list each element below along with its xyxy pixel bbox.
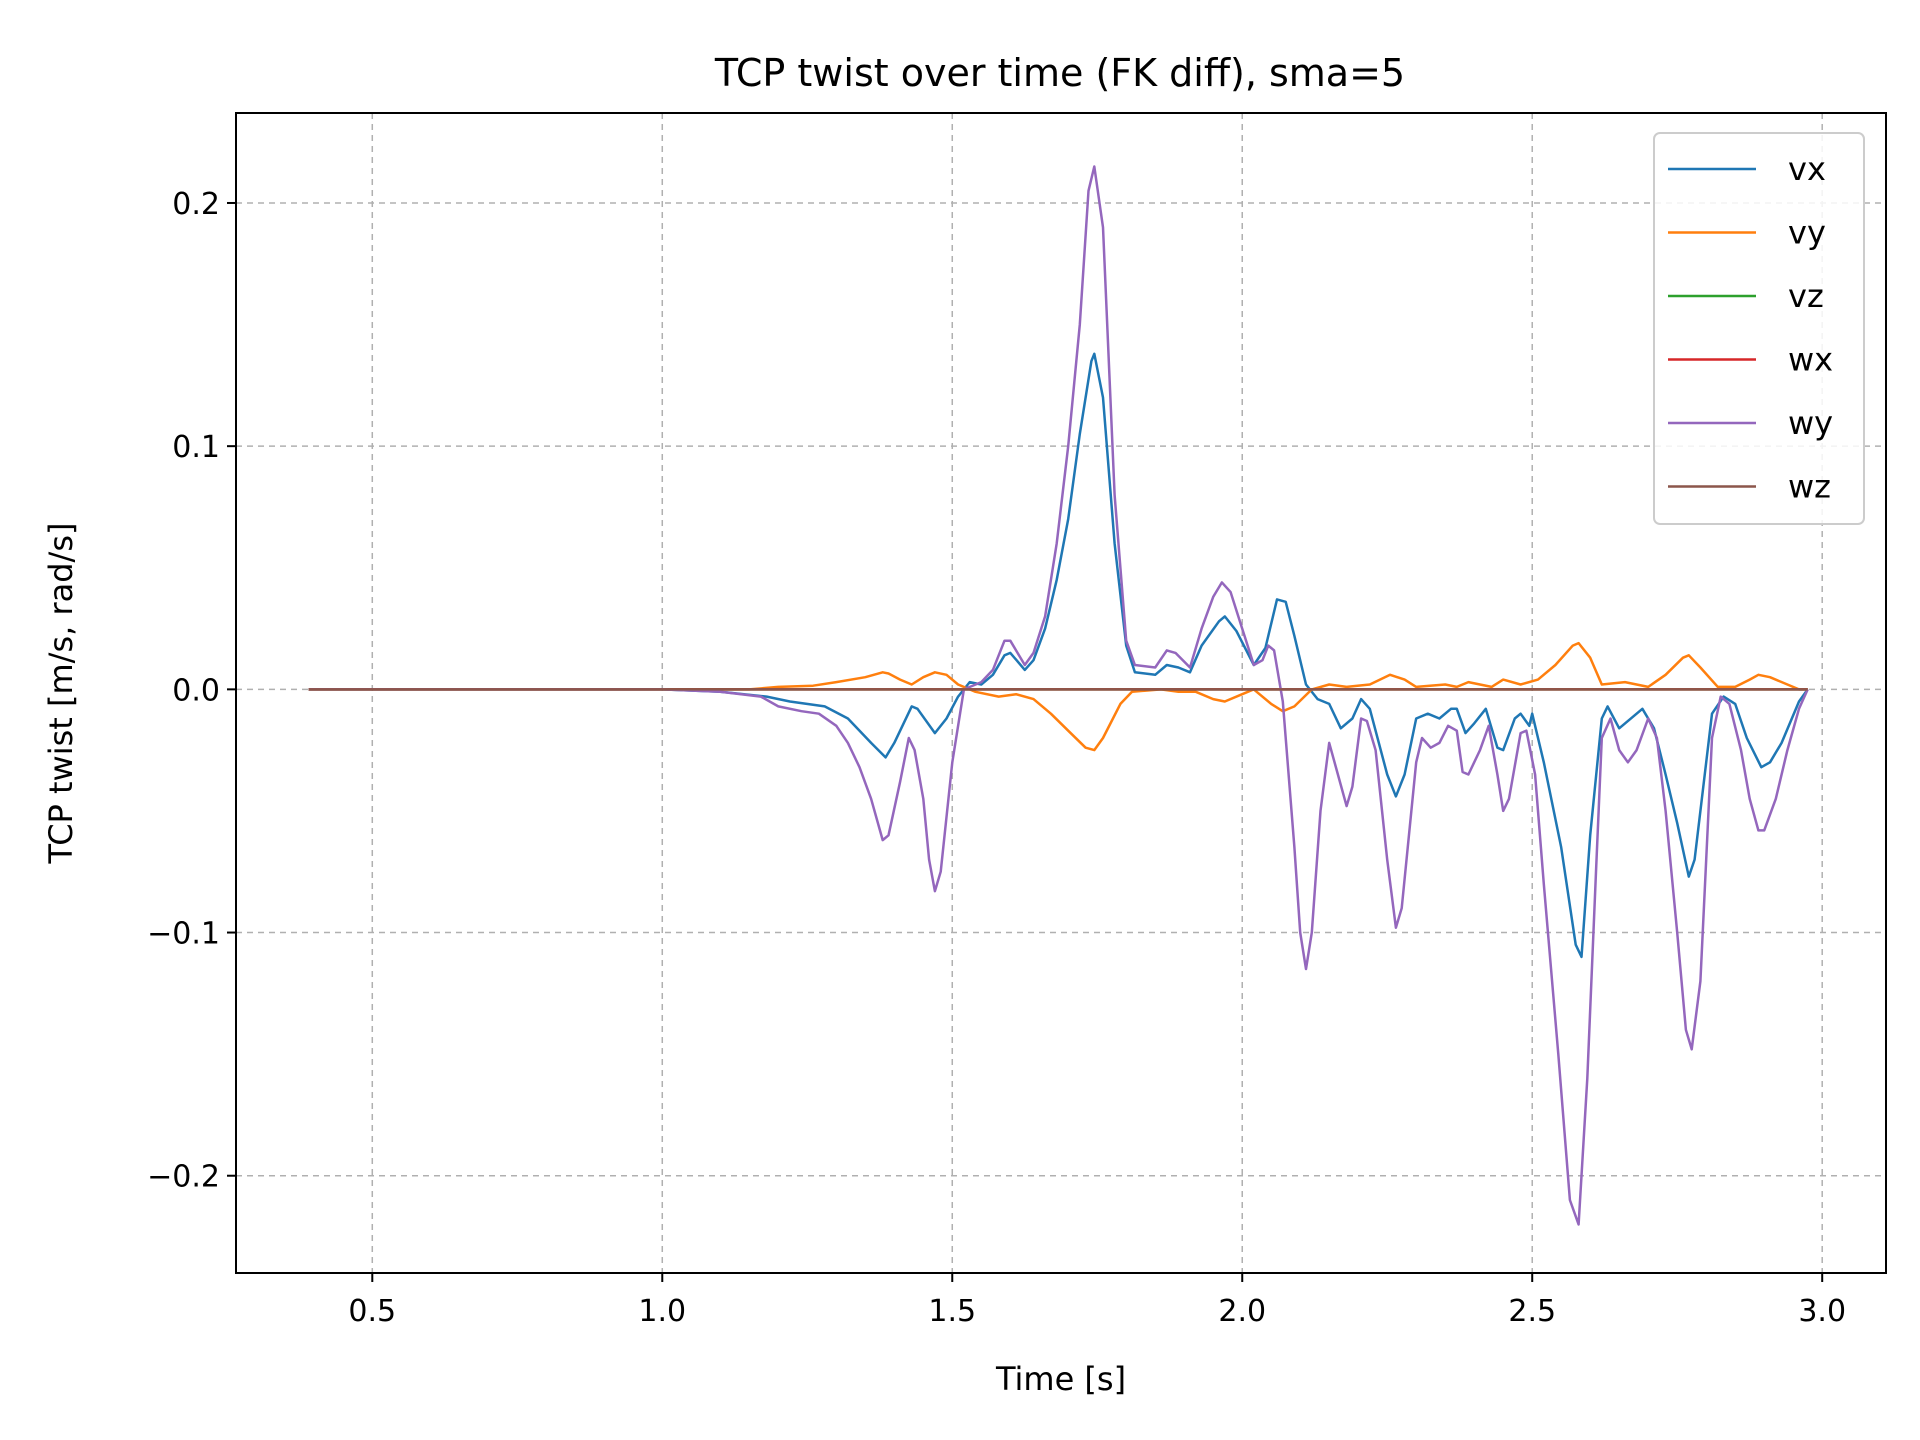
legend-box [1653, 132, 1865, 525]
y-tick-label: −0.1 [147, 917, 220, 952]
legend-label-vz: vz [1788, 277, 1824, 315]
series-line-wy [308, 165, 1809, 1226]
legend-label-vy: vy [1788, 214, 1826, 252]
y-tick-label: 0.2 [172, 187, 220, 222]
x-tick-label: 3.0 [1798, 1294, 1846, 1329]
legend-label-wz: wz [1788, 468, 1831, 506]
legend: vx vy vz wx wy wz [1653, 132, 1865, 525]
x-tick-label: 0.5 [348, 1294, 396, 1329]
x-axis-title: Time [s] [995, 1360, 1126, 1398]
plot-lines [308, 165, 1809, 1226]
x-tick-label: 2.0 [1218, 1294, 1266, 1329]
plot-frame [235, 112, 1887, 1274]
y-axis-title: TCP twist [m/s, rad/s] [42, 523, 80, 865]
legend-label-wx: wx [1788, 341, 1833, 379]
y-tick-label: −0.2 [147, 1160, 220, 1195]
x-tick-label: 1.5 [928, 1294, 976, 1329]
legend-label-wy: wy [1788, 404, 1833, 442]
series-line-vx [308, 352, 1809, 959]
legend-label-vx: vx [1788, 150, 1826, 188]
axis-ticks: 0.5 1.0 1.5 2.0 2.5 3.0 0.2 0.1 0.0 −0.1 −0.2 [147, 187, 1846, 1329]
x-tick-label: 2.5 [1508, 1294, 1556, 1329]
y-tick-label: 0.0 [172, 673, 220, 708]
chart-title: TCP twist over time (FK diff), sma=5 [714, 51, 1405, 95]
y-tick-label: 0.1 [172, 430, 220, 465]
x-tick-label: 1.0 [638, 1294, 686, 1329]
